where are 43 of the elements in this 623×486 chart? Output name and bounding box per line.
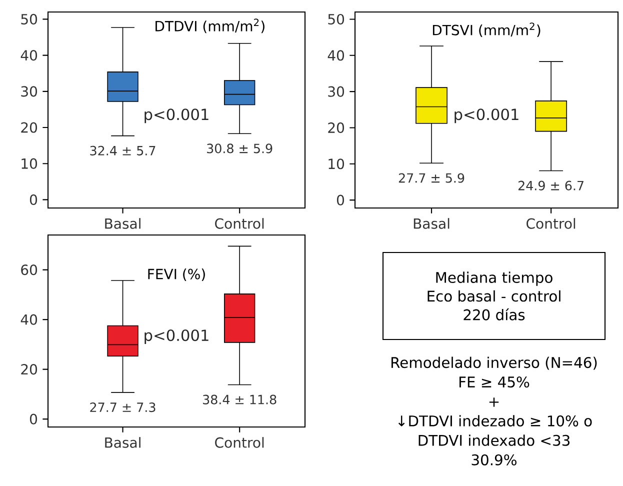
y-tick-label: 0 <box>336 194 344 206</box>
y-tick-label: 20 <box>21 364 38 375</box>
y-tick-label: 50 <box>328 14 344 25</box>
y-tick-label: 50 <box>21 14 38 24</box>
y-tick-label: 40 <box>20 50 38 61</box>
text: DTDVI indexado <33 <box>418 434 570 446</box>
y-tick-label: 0 <box>30 194 38 205</box>
text: FE ≥ 45% <box>459 376 530 388</box>
y-tick-label: 20 <box>328 122 344 134</box>
x-tick-label: Control <box>215 437 264 448</box>
annotation: 27.7 ± 7.3 <box>90 402 156 412</box>
annotation: 30.8 ± 5.9 <box>207 144 272 154</box>
annotation: 24.9 ± 6.7 <box>518 180 584 190</box>
text: 220 días <box>464 308 525 320</box>
y-tick-label: 60 <box>21 264 38 276</box>
annotation: 27.7 ± 5.9 <box>398 173 464 183</box>
y-tick-label: 40 <box>328 50 344 61</box>
y-tick-label: 10 <box>328 158 344 170</box>
annotation: 38.4 ± 11.8 <box>203 394 276 404</box>
text: Eco basal - control <box>428 290 560 302</box>
text: Mediana tiempo <box>436 272 552 286</box>
x-tick-label: Control <box>215 218 264 229</box>
y-tick-label: 0 <box>30 414 38 424</box>
text: DTSVI (mm/m$^{2}$) <box>432 22 540 38</box>
y-tick-label: 30 <box>21 86 38 97</box>
y-tick-label: 10 <box>22 158 38 169</box>
text: 30.9% <box>472 454 516 466</box>
annotation: 32.4 ± 5.7 <box>90 146 156 156</box>
text: FEVI (%) <box>148 268 205 281</box>
y-tick-label: 40 <box>20 314 38 325</box>
y-tick-label: 30 <box>328 86 344 97</box>
chart-title: DTDVI (mm/m$^{2}$) <box>156 18 264 34</box>
text: Remodelado inverso (N=46) <box>392 356 597 370</box>
x-tick-label: Basal <box>105 437 140 448</box>
text: + <box>489 398 499 407</box>
annotation: p<0.001 <box>144 329 208 344</box>
annotation: p<0.001 <box>454 108 518 124</box>
annotation: p<0.001 <box>144 108 208 124</box>
y-tick-label: 20 <box>21 122 38 133</box>
x-tick-label: Basal <box>414 218 450 229</box>
x-tick-label: Control <box>526 218 576 229</box>
text: ↓DTDVI indezado ≥ 10% o <box>398 415 592 426</box>
x-tick-label: Basal <box>105 218 140 229</box>
